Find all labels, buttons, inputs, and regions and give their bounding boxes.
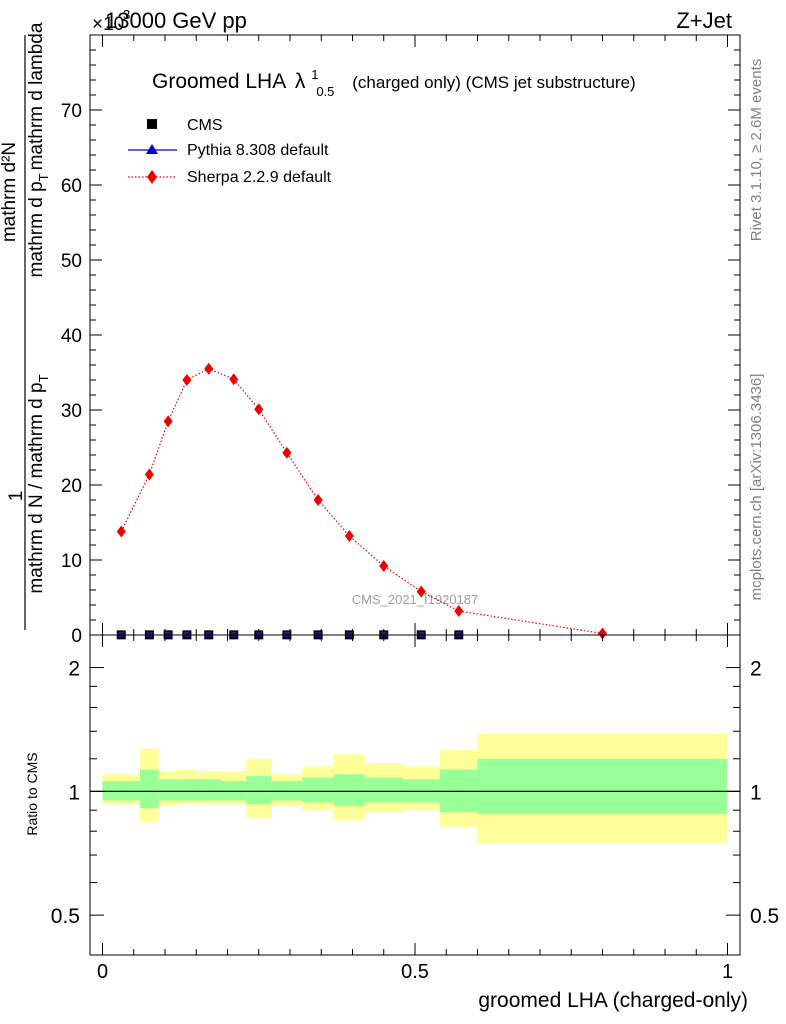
pythia-overlap-point xyxy=(346,631,353,637)
main-y-axis: 0 10 20 30 40 50 60 70 xyxy=(61,49,740,647)
ratio-inner-band xyxy=(477,758,728,815)
pythia-overlap-point xyxy=(183,631,190,637)
pythia-overlap-point xyxy=(255,631,262,637)
header-exponent-power: 3 xyxy=(123,7,130,22)
ratio-inner-band xyxy=(365,777,403,803)
sherpa-point xyxy=(598,627,607,640)
sherpa-series-points xyxy=(116,362,607,640)
title-suffix: (charged only) (CMS jet substructure) xyxy=(352,73,635,92)
pythia-overlap-point xyxy=(230,631,237,637)
sherpa-point xyxy=(144,468,154,481)
ylabel-left-expr: mathrm d N / mathrm d pT xyxy=(26,374,51,593)
pythia-overlap-point xyxy=(283,631,290,637)
title-sub: 0.5 xyxy=(316,84,334,99)
ratio-y-axis: 0.5 0.5 1 1 2 2 xyxy=(51,658,779,929)
legend-pythia-marker xyxy=(146,144,158,154)
legend-sherpa-label: Sherpa 2.2.9 default xyxy=(187,169,332,186)
ratio-y-tick-label-right: 0.5 xyxy=(750,905,779,928)
title-text: Groomed LHA xyxy=(152,70,286,93)
sherpa-point xyxy=(379,560,389,572)
pythia-overlap-point xyxy=(455,631,462,637)
ratio-y-tick-label: 2 xyxy=(68,658,80,681)
ratio-inner-band xyxy=(271,780,303,801)
main-y-tick-label: 60 xyxy=(61,176,82,197)
sherpa-point xyxy=(182,374,192,386)
ratio-inner-band xyxy=(177,779,197,801)
ylabel-one: 1 xyxy=(6,491,27,502)
ylabel-denominator-sub: T xyxy=(36,173,51,181)
ratio-y-tick-label-right: 2 xyxy=(750,658,762,681)
main-y-tick-label: 50 xyxy=(61,251,82,272)
ylabel-denominator-suffix: mathrm d lambda xyxy=(26,22,47,170)
main-y-tick-label: 20 xyxy=(61,476,82,497)
ratio-inner-band xyxy=(302,777,334,803)
ratio-uncertainty-bands xyxy=(102,733,728,843)
rivet-label: Rivet 3.1.10, ≥ 2.6M events xyxy=(748,59,765,242)
ratio-inner-band xyxy=(102,780,140,801)
main-y-tick-label: 0 xyxy=(71,626,82,647)
sherpa-point xyxy=(229,373,239,386)
sherpa-point xyxy=(416,585,426,598)
pythia-overlap-point xyxy=(165,631,172,637)
legend-sherpa-marker xyxy=(147,170,157,184)
ratio-inner-band xyxy=(140,769,159,809)
sherpa-point xyxy=(344,530,354,542)
main-y-axis-label: 1 mathrm d N / mathrm d pT mathrm d²N ma… xyxy=(0,22,51,630)
sherpa-point xyxy=(454,605,464,617)
sherpa-point xyxy=(313,494,323,506)
sherpa-point xyxy=(116,525,126,538)
ratio-x-tick-label: 0.5 xyxy=(401,961,429,983)
main-y-tick-label: 70 xyxy=(61,101,82,122)
pythia-overlap-point xyxy=(315,631,322,637)
pythia-overlap-point xyxy=(118,631,125,637)
mcplots-label: mcplots.cern.ch [arXiv:1306.3436] xyxy=(748,374,765,601)
header-left: 13000 GeV pp xyxy=(105,8,247,33)
header-right: Z+Jet xyxy=(676,8,732,33)
title-lambda: λ xyxy=(295,70,306,93)
ratio-inner-band xyxy=(333,774,365,807)
ylabel-denominator-text: mathrm d p xyxy=(26,181,47,277)
ratio-y-tick-label: 1 xyxy=(68,781,80,804)
ylabel-left-expr-sub: T xyxy=(36,374,51,382)
main-y-tick-label: 40 xyxy=(61,326,82,347)
ylabel-denominator: mathrm d pTmathrm d lambda xyxy=(26,22,51,277)
ratio-x-tick-label: 0 xyxy=(97,961,108,983)
ratio-y-tick-label-right: 1 xyxy=(750,781,762,804)
ratio-x-axis: 0 0.5 1 xyxy=(97,635,733,983)
ratio-inner-band xyxy=(221,780,247,801)
main-y-tick-label: 30 xyxy=(61,401,82,422)
ratio-inner-band xyxy=(196,779,222,801)
ratio-x-tick-label: 1 xyxy=(722,961,733,983)
pythia-overlap-point xyxy=(380,631,387,637)
ratio-y-axis-label: Ratio to CMS xyxy=(24,752,40,835)
pythia-overlap-point xyxy=(418,631,425,637)
legend-pythia-label: Pythia 8.308 default xyxy=(187,142,329,159)
legend-cms-label: CMS xyxy=(187,117,223,134)
main-title: Groomed LHA λ 1 0.5 (charged only) (CMS … xyxy=(152,61,636,101)
ylabel-numerator: mathrm d²N xyxy=(0,142,20,242)
x-axis-label: groomed LHA (charged-only) xyxy=(478,989,748,1012)
ratio-y-tick-label: 0.5 xyxy=(51,905,80,928)
title-sup: 1 xyxy=(311,67,318,82)
legend-cms-marker xyxy=(147,119,157,129)
sherpa-point xyxy=(282,446,292,459)
sherpa-point xyxy=(254,403,264,416)
main-y-tick-label: 10 xyxy=(61,551,82,572)
legend: CMS Pythia 8.308 default Sherpa 2.2.9 de… xyxy=(128,117,332,186)
ratio-inner-band xyxy=(158,779,178,801)
sherpa-point xyxy=(204,362,214,375)
ratio-inner-band xyxy=(246,775,272,805)
pythia-overlap-point xyxy=(146,631,153,637)
pythia-overlap-point xyxy=(205,631,212,637)
watermark: CMS_2021_I1920187 xyxy=(352,592,479,607)
sherpa-point xyxy=(163,415,173,428)
ylabel-left-expr-text: mathrm d N / mathrm d p xyxy=(26,382,47,593)
header-exponent: ×10 xyxy=(92,14,124,35)
